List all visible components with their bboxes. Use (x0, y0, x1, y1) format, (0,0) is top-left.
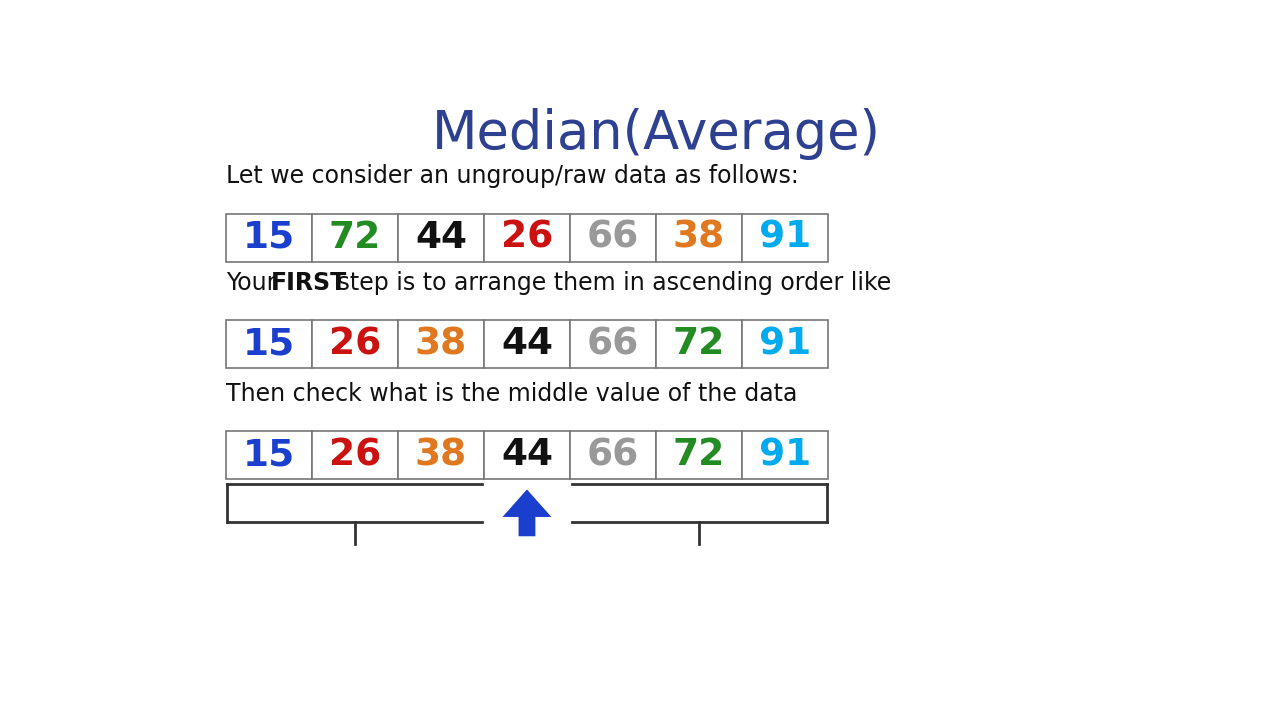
Bar (484, 320, 570, 368)
Text: 66: 66 (586, 326, 639, 362)
Text: 44: 44 (500, 326, 553, 362)
Text: 15: 15 (243, 437, 294, 473)
Bar (484, 431, 570, 479)
Text: 44: 44 (415, 220, 467, 256)
Text: 72: 72 (329, 220, 381, 256)
Text: step is to arrange them in ascending order like: step is to arrange them in ascending ord… (330, 271, 891, 295)
Text: 15: 15 (243, 326, 294, 362)
Bar (570, 320, 657, 368)
Bar (398, 320, 484, 368)
Text: 72: 72 (673, 437, 726, 473)
Text: 66: 66 (586, 220, 639, 256)
Bar (398, 214, 484, 261)
Bar (225, 214, 312, 261)
Text: Your: Your (225, 271, 284, 295)
Bar (657, 320, 742, 368)
Bar (225, 320, 312, 368)
Text: 91: 91 (759, 326, 812, 362)
Text: 26: 26 (500, 220, 553, 256)
Text: 72: 72 (673, 326, 726, 362)
Text: 38: 38 (415, 437, 467, 473)
Text: Median(Average): Median(Average) (431, 107, 881, 160)
Text: 15: 15 (243, 220, 294, 256)
Text: FIRST: FIRST (271, 271, 347, 295)
Text: Let we consider an ungroup/raw data as follows:: Let we consider an ungroup/raw data as f… (225, 164, 799, 188)
Bar (398, 431, 484, 479)
Bar (484, 214, 570, 261)
Text: 91: 91 (759, 437, 812, 473)
Bar (742, 431, 828, 479)
Bar (312, 320, 398, 368)
Text: 38: 38 (673, 220, 726, 256)
Bar (312, 214, 398, 261)
Bar (312, 431, 398, 479)
Text: 91: 91 (759, 220, 812, 256)
Text: 26: 26 (329, 326, 381, 362)
Text: Then check what is the middle value of the data: Then check what is the middle value of t… (225, 382, 797, 406)
Text: 66: 66 (586, 437, 639, 473)
Text: 38: 38 (415, 326, 467, 362)
Bar (570, 431, 657, 479)
Bar (657, 431, 742, 479)
Bar (742, 320, 828, 368)
Bar (225, 431, 312, 479)
Bar (657, 214, 742, 261)
Text: 44: 44 (500, 437, 553, 473)
Text: 26: 26 (329, 437, 381, 473)
Bar (742, 214, 828, 261)
Bar (570, 214, 657, 261)
